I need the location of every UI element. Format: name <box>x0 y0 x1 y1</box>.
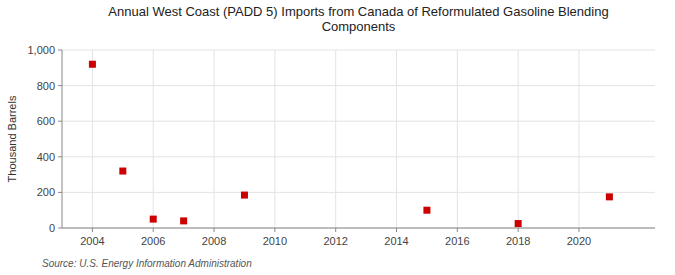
x-tick-label: 2012 <box>323 235 347 247</box>
x-grid-line <box>396 50 397 228</box>
x-tick-label: 2008 <box>202 235 226 247</box>
x-tick <box>214 228 215 232</box>
y-tick-label: 400 <box>37 151 55 163</box>
y-axis-label: Thousand Barrels <box>6 95 18 182</box>
x-grid-line <box>214 50 215 228</box>
x-tick <box>335 228 336 232</box>
y-tick <box>58 85 62 86</box>
x-tick <box>274 228 275 232</box>
x-tick <box>578 228 579 232</box>
y-grid-line <box>62 228 655 229</box>
x-grid-line <box>457 50 458 228</box>
point <box>515 220 522 227</box>
title-line: Components <box>322 19 396 34</box>
title: Annual West Coast (PADD 5) Imports from … <box>108 4 608 34</box>
y-tick <box>58 192 62 193</box>
y-grid-line <box>62 156 655 157</box>
y-tick-label: 0 <box>49 222 55 234</box>
point <box>606 193 613 200</box>
chart: Annual West Coast (PADD 5) Imports from … <box>0 0 675 275</box>
point <box>180 217 187 224</box>
x-grid-line <box>153 50 154 228</box>
x-axis-line <box>62 228 655 229</box>
x-tick <box>92 228 93 232</box>
points <box>89 61 613 227</box>
y-grid-line <box>62 50 655 51</box>
y-tick-label: 1,000 <box>27 44 55 56</box>
x-grid-line <box>274 50 275 228</box>
point <box>89 61 96 68</box>
y-axis-line <box>62 50 63 228</box>
x-tick <box>153 228 154 232</box>
x-grid-line <box>578 50 579 228</box>
point <box>241 192 248 199</box>
x-tick-label: 2004 <box>80 235 104 247</box>
point <box>119 168 126 175</box>
x-tick-label: 2006 <box>141 235 165 247</box>
y-grid-line <box>62 121 655 122</box>
x-tick-label: 2018 <box>506 235 530 247</box>
y-tick <box>58 121 62 122</box>
y-tick-label: 600 <box>37 115 55 127</box>
x-tick-label: 2016 <box>445 235 469 247</box>
x-tick-label: 2014 <box>384 235 408 247</box>
x-grid-line <box>335 50 336 228</box>
x-tick <box>457 228 458 232</box>
x-tick <box>518 228 519 232</box>
grid <box>62 50 655 228</box>
point <box>150 216 157 223</box>
x-grid-line <box>518 50 519 228</box>
source-note: Source: U.S. Energy Information Administ… <box>42 258 252 269</box>
y-grid-line <box>62 192 655 193</box>
y-tick-label: 200 <box>37 186 55 198</box>
point <box>423 207 430 214</box>
y-tick <box>58 50 62 51</box>
axes: 0 200 400 600 800 1,000 2004 2006 2008 2010 2012 20… <box>27 44 655 247</box>
x-tick-label: 2010 <box>263 235 287 247</box>
title-line: Annual West Coast (PADD 5) Imports from … <box>108 4 608 19</box>
y-tick <box>58 228 62 229</box>
x-tick <box>396 228 397 232</box>
y-tick <box>58 156 62 157</box>
x-grid-line <box>92 50 93 228</box>
y-grid-line <box>62 85 655 86</box>
y-tick-label: 800 <box>37 80 55 92</box>
x-tick-label: 2020 <box>567 235 591 247</box>
